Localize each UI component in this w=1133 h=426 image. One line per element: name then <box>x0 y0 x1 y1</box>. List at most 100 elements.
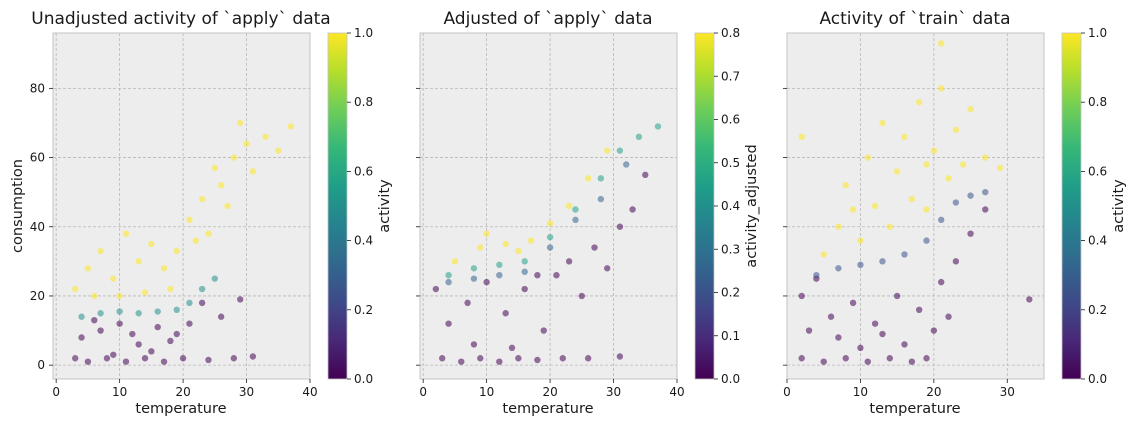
plot-area-2: 0 10 20 30 40 <box>416 32 685 399</box>
data-point <box>72 355 79 362</box>
colorbar-tick-label: 0.2 <box>1088 303 1107 317</box>
chart-panel-1: 0 10 20 30 40 0 20 40 60 80 Unadjusted activity o… <box>10 9 393 417</box>
data-point <box>835 334 842 341</box>
data-point <box>967 230 974 237</box>
data-point <box>141 289 149 296</box>
x-tick-label: 20 <box>542 385 557 399</box>
y-axis-label-1: consumption <box>10 159 26 253</box>
data-point <box>629 206 636 213</box>
data-point <box>923 206 930 213</box>
data-point <box>565 202 573 210</box>
data-point <box>960 161 967 168</box>
data-point <box>597 195 605 203</box>
x-tick-label: 10 <box>479 385 494 399</box>
data-point <box>458 358 465 365</box>
data-point <box>470 341 478 348</box>
data-point <box>148 240 155 248</box>
data-point <box>135 310 142 317</box>
data-point <box>805 327 813 334</box>
data-point <box>502 310 509 317</box>
data-point <box>179 355 187 362</box>
data-point <box>849 206 857 213</box>
data-point <box>908 358 916 365</box>
data-point <box>173 306 180 313</box>
data-point <box>116 292 123 300</box>
data-point <box>287 123 295 130</box>
data-point <box>578 292 586 300</box>
data-point <box>135 341 142 348</box>
data-point <box>901 133 908 140</box>
data-point <box>496 358 503 365</box>
data-point <box>496 261 503 269</box>
data-point <box>521 268 528 275</box>
data-point <box>540 327 547 334</box>
colorbar-tick-label: 1.0 <box>354 26 373 40</box>
data-point <box>515 247 522 255</box>
data-point <box>923 355 930 362</box>
data-point <box>996 164 1004 172</box>
data-point <box>464 299 471 307</box>
data-point <box>135 258 142 265</box>
data-point <box>603 147 611 154</box>
x-axis-label-1: temperature <box>135 401 226 417</box>
data-point <box>243 140 250 147</box>
data-point <box>930 147 938 154</box>
data-point <box>97 247 104 255</box>
data-point <box>893 168 901 175</box>
data-point <box>886 355 893 362</box>
data-point <box>141 355 149 362</box>
data-point <box>84 358 92 365</box>
y-tick-label: 0 <box>37 358 45 372</box>
data-point <box>122 230 130 237</box>
data-point <box>553 272 560 279</box>
colorbar-tick-label: 0.2 <box>721 286 740 300</box>
data-point <box>798 133 805 140</box>
data-point <box>97 327 104 334</box>
data-point <box>116 320 123 327</box>
data-point <box>160 265 168 272</box>
data-point <box>198 195 206 203</box>
colorbar-tick-label: 0.4 <box>354 234 373 248</box>
data-point <box>192 237 199 244</box>
data-point <box>477 244 484 251</box>
colorbar-tick-label: 0.4 <box>721 199 740 213</box>
data-point <box>616 147 624 154</box>
data-point <box>527 237 535 244</box>
chart-panel-2: 0 10 20 30 40 Adjusted of `apply` data tempe… <box>416 9 760 417</box>
colorbar-1: 0.0 0.2 0.4 0.6 0.8 1.0 <box>327 26 373 386</box>
data-point <box>148 348 155 355</box>
data-point <box>515 355 522 362</box>
x-tick-label: 10 <box>853 385 868 399</box>
data-point <box>842 355 849 362</box>
chart-title-2: Adjusted of `apply` data <box>443 9 652 29</box>
colorbar-tick-label: 0.7 <box>721 69 740 83</box>
data-point <box>546 233 554 241</box>
data-point <box>864 154 871 161</box>
data-point <box>591 244 598 251</box>
data-point <box>901 341 908 348</box>
data-point <box>249 353 257 360</box>
data-point <box>915 306 923 313</box>
colorbar-tick-label: 0.5 <box>721 156 740 170</box>
colorbar-tick-label: 0.0 <box>721 372 740 386</box>
x-tick-label: 20 <box>175 385 190 399</box>
colorbar-tick-label: 0.8 <box>721 26 740 40</box>
data-point <box>901 251 908 258</box>
x-axis-label-3: temperature <box>869 401 960 417</box>
plot-area-3: 0 10 20 30 <box>783 32 1045 399</box>
data-point <box>477 355 484 362</box>
data-point <box>78 313 85 320</box>
colorbar-3: 0.0 0.2 0.4 0.6 0.8 1.0 <box>1061 26 1107 386</box>
data-point <box>110 275 117 282</box>
data-point <box>230 154 238 161</box>
data-point <box>565 258 573 265</box>
colorbar-tick-label: 0.6 <box>354 164 373 178</box>
data-point <box>103 355 111 362</box>
data-point <box>835 223 842 230</box>
y-tick-label: 80 <box>30 81 45 95</box>
x-tick-label: 0 <box>419 385 427 399</box>
data-point <box>262 133 269 140</box>
data-point <box>886 223 893 230</box>
data-point <box>186 216 193 224</box>
